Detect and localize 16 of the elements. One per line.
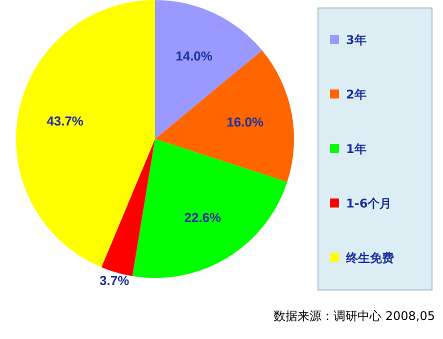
data-label: 14.0% bbox=[176, 48, 213, 64]
source-note: 数据来源：调研中心 2008,05 bbox=[274, 309, 435, 323]
data-label: 22.6% bbox=[184, 210, 222, 225]
legend-label: 1年 bbox=[346, 142, 366, 156]
data-label: 16.0% bbox=[226, 114, 264, 130]
pie-slice bbox=[16, 0, 155, 268]
pie-slice bbox=[101, 139, 155, 276]
legend-label: 2年 bbox=[346, 88, 366, 102]
legend-label: 3年 bbox=[346, 33, 366, 48]
pie-slice bbox=[155, 50, 294, 182]
pie-slice bbox=[132, 139, 288, 278]
legend-label: 1-6个月 bbox=[346, 196, 392, 211]
legend-label: 终生免费 bbox=[345, 251, 394, 266]
data-label: 43.7% bbox=[46, 114, 84, 129]
data-label: 3.7% bbox=[100, 273, 130, 288]
pie-slice bbox=[155, 0, 262, 139]
